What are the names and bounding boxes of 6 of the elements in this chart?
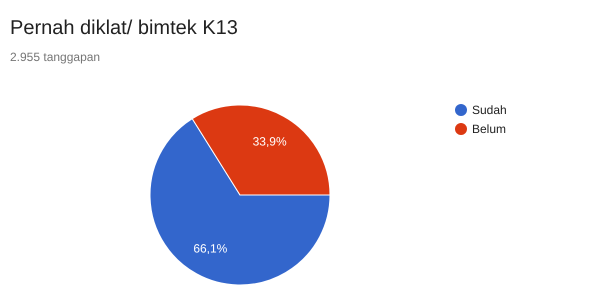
chart-title: Pernah diklat/ bimtek K13 bbox=[10, 17, 238, 39]
data-label: 33,9% bbox=[252, 134, 287, 148]
legend-label: Belum bbox=[472, 122, 506, 136]
chart-subtitle: 2.955 tanggapan bbox=[10, 50, 100, 64]
legend-label: Sudah bbox=[472, 103, 507, 117]
data-label: 66,1% bbox=[193, 242, 228, 256]
